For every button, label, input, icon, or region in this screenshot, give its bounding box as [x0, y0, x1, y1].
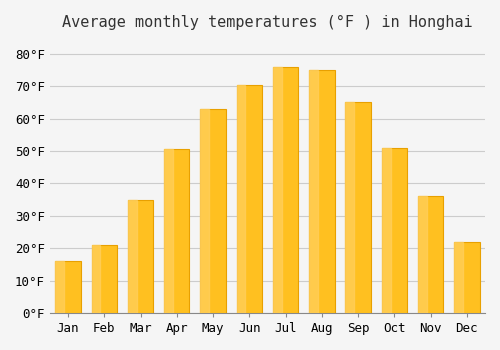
Bar: [346, 103, 354, 313]
Bar: [273, 67, 282, 313]
Title: Average monthly temperatures (°F ) in Honghai: Average monthly temperatures (°F ) in Ho…: [62, 15, 472, 30]
Bar: [200, 109, 209, 313]
Bar: [128, 199, 136, 313]
Bar: [309, 70, 318, 313]
Bar: [56, 261, 64, 313]
Bar: [273, 67, 298, 313]
Bar: [92, 245, 117, 313]
Bar: [418, 196, 427, 313]
Bar: [236, 85, 246, 313]
Bar: [92, 245, 100, 313]
Bar: [164, 149, 190, 313]
Bar: [56, 261, 80, 313]
Bar: [454, 242, 479, 313]
Bar: [200, 109, 226, 313]
Bar: [128, 199, 153, 313]
Bar: [418, 196, 444, 313]
Bar: [382, 148, 407, 313]
Bar: [236, 85, 262, 313]
Bar: [309, 70, 334, 313]
Bar: [454, 242, 463, 313]
Bar: [382, 148, 390, 313]
Bar: [164, 149, 173, 313]
Bar: [346, 103, 371, 313]
